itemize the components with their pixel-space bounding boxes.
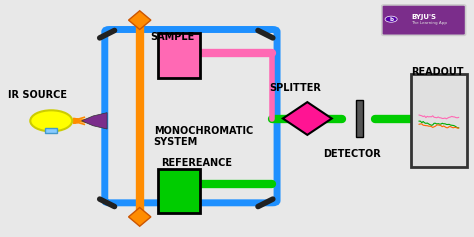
Text: MONOCHROMATIC
SYSTEM: MONOCHROMATIC SYSTEM — [154, 126, 253, 147]
Text: IR SOURCE: IR SOURCE — [8, 90, 67, 100]
FancyBboxPatch shape — [158, 33, 200, 77]
Text: SPLITTER: SPLITTER — [270, 83, 322, 93]
Circle shape — [385, 16, 397, 22]
Text: The Learning App: The Learning App — [411, 21, 447, 25]
Polygon shape — [128, 208, 151, 226]
Bar — [45, 128, 57, 132]
FancyBboxPatch shape — [382, 5, 465, 35]
FancyBboxPatch shape — [410, 74, 467, 167]
Polygon shape — [82, 113, 107, 129]
Text: b: b — [389, 17, 393, 22]
Polygon shape — [283, 102, 332, 135]
Text: DETECTOR: DETECTOR — [323, 149, 381, 159]
Text: READOUT: READOUT — [411, 67, 464, 77]
Circle shape — [30, 110, 72, 131]
FancyBboxPatch shape — [158, 169, 200, 213]
Bar — [356, 100, 363, 137]
Text: REFEREANCE: REFEREANCE — [161, 158, 232, 168]
Polygon shape — [128, 11, 151, 29]
Text: SAMPLE: SAMPLE — [150, 32, 194, 42]
Text: BYJU'S: BYJU'S — [411, 14, 436, 20]
